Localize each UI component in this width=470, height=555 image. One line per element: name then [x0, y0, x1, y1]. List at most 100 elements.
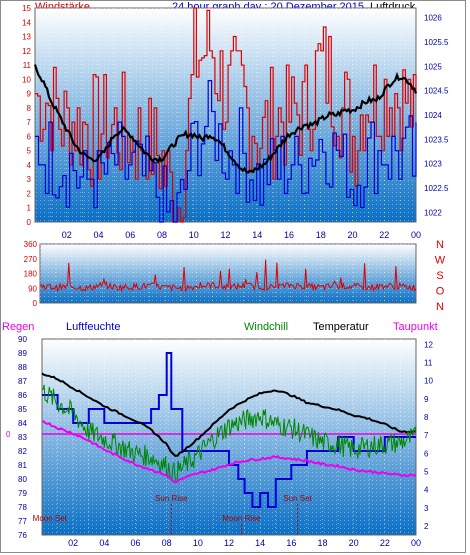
winddir-ytick: 360: [24, 240, 38, 249]
wind-ytick: 5: [27, 147, 32, 156]
pressure-ytick: 1022: [424, 208, 442, 217]
temperature-xtick: 22: [380, 538, 390, 548]
winddir-compass-label: N: [436, 239, 444, 251]
temp-ytick: 9: [424, 395, 429, 404]
pressure-ytick: 1024: [424, 111, 442, 120]
wind-ytick: 10: [22, 75, 31, 84]
winddir-compass-label: W: [435, 255, 446, 267]
temperature-xtick: 10: [193, 538, 203, 548]
temp-ytick: 12: [424, 340, 433, 349]
temp-ytick: 7: [424, 431, 429, 440]
pressure-ytick: 1022.5: [424, 184, 449, 193]
pressure-ytick: 1025.5: [424, 38, 449, 47]
humidity-ytick: 80: [18, 475, 27, 484]
winddir-compass-label: O: [436, 286, 445, 298]
temperature-xtick: 02: [68, 538, 78, 548]
temp-ytick: 11: [424, 359, 433, 368]
winddir-ytick: 0: [33, 299, 38, 308]
wind-pressure-xtick: 10: [189, 230, 199, 240]
rain-ytick: 0: [6, 430, 11, 439]
temperature-xtick: 12: [224, 538, 234, 548]
wind-ytick: 2: [27, 189, 32, 198]
series-label: Luftfeuchte: [66, 321, 120, 333]
winddir-ytick: 180: [24, 270, 38, 279]
wind-pressure-xtick: 16: [284, 230, 294, 240]
wind-pressure-xtick: 14: [252, 230, 262, 240]
humidity-ytick: 78: [18, 503, 27, 512]
temp-ytick: 2: [424, 522, 429, 531]
humidity-ytick: 77: [18, 517, 27, 526]
series-label: Taupunkt: [393, 321, 438, 333]
wind-line: [35, 7, 417, 223]
wind-ytick: 15: [22, 4, 31, 13]
wind-direction-panel-grid: [40, 244, 416, 303]
wind-pressure-xtick: 02: [62, 230, 72, 240]
wind-ytick: 7: [27, 118, 32, 127]
temp-ytick: 3: [424, 504, 429, 513]
wind-ytick: 1: [27, 204, 32, 213]
pressure-line: [33, 64, 418, 174]
temperature-xtick: 14: [255, 538, 265, 548]
series-label: Regen: [2, 321, 34, 333]
temperature-xtick: 16: [286, 538, 296, 548]
temp-ytick: 4: [424, 486, 429, 495]
winddir-compass-label: N: [436, 301, 444, 313]
wind-ytick: 12: [22, 47, 31, 56]
wind-pressure-xtick: 20: [347, 230, 357, 240]
temperature-xtick: 20: [349, 538, 359, 548]
wind-ytick: 3: [27, 175, 32, 184]
wind-pressure-xtick: 08: [157, 230, 167, 240]
pressure-ytick: 1026: [424, 14, 442, 23]
astro-annotation: Moon Rise: [222, 514, 261, 523]
winddir-line: [39, 259, 417, 293]
wind-pressure-xtick: 12: [220, 230, 230, 240]
temperature-xtick: 00: [411, 538, 421, 548]
astro-annotation: Sun Rise: [155, 494, 188, 503]
temperature-xtick: 18: [317, 538, 327, 548]
humidity-ytick: 81: [18, 461, 27, 470]
winddir-ytick: 90: [28, 284, 37, 293]
humidity-ytick: 86: [18, 391, 27, 400]
wind-ytick: 4: [27, 161, 32, 170]
wind-ytick: 11: [23, 61, 32, 70]
pressure-ytick: 1023.5: [424, 135, 449, 144]
wind-ytick: 13: [22, 33, 31, 42]
wind-pressure-xtick: 04: [93, 230, 103, 240]
humidity-ytick: 90: [18, 335, 27, 344]
temperature-xtick: 08: [162, 538, 172, 548]
temp-ytick: 5: [424, 467, 429, 476]
temperature-xtick: 04: [99, 538, 109, 548]
pressure-ytick: 1024.5: [424, 87, 449, 96]
wind-pressure-xtick: 06: [125, 230, 135, 240]
wind-ytick: 8: [27, 104, 32, 113]
gust-line: [35, 80, 417, 223]
series-label: Windchill: [244, 321, 288, 333]
humidity-ytick: 85: [18, 405, 27, 414]
humidity-ytick: 79: [18, 489, 27, 498]
pressure-ytick: 1023: [424, 160, 442, 169]
dewpoint-line: [41, 420, 417, 484]
wind-pressure-xtick: 18: [316, 230, 326, 240]
wind-pressure-xtick: 22: [379, 230, 389, 240]
astro-annotation: Moon Set: [33, 514, 68, 523]
series-label: Temperatur: [313, 321, 369, 333]
wind-pressure-xtick: 00: [411, 230, 421, 240]
humidity-ytick: 83: [18, 433, 27, 442]
humidity-ytick: 76: [18, 531, 27, 540]
humidity-ytick: 88: [18, 363, 27, 372]
temperature-xtick: 06: [130, 538, 140, 548]
winddir-ytick: 270: [24, 255, 38, 264]
humidity-ytick: 87: [18, 377, 27, 386]
wind-ytick: 0: [27, 218, 32, 227]
wind-ytick: 6: [27, 132, 32, 141]
temp-ytick: 10: [424, 377, 433, 386]
winddir-compass-label: S: [436, 270, 443, 282]
astro-annotation: Sun Set: [283, 494, 312, 503]
humidity-ytick: 84: [18, 419, 27, 428]
windchill-line: [41, 384, 417, 484]
temp-ytick: 6: [424, 449, 429, 458]
temperature-line: [41, 372, 417, 457]
wind-ytick: 14: [22, 18, 31, 27]
